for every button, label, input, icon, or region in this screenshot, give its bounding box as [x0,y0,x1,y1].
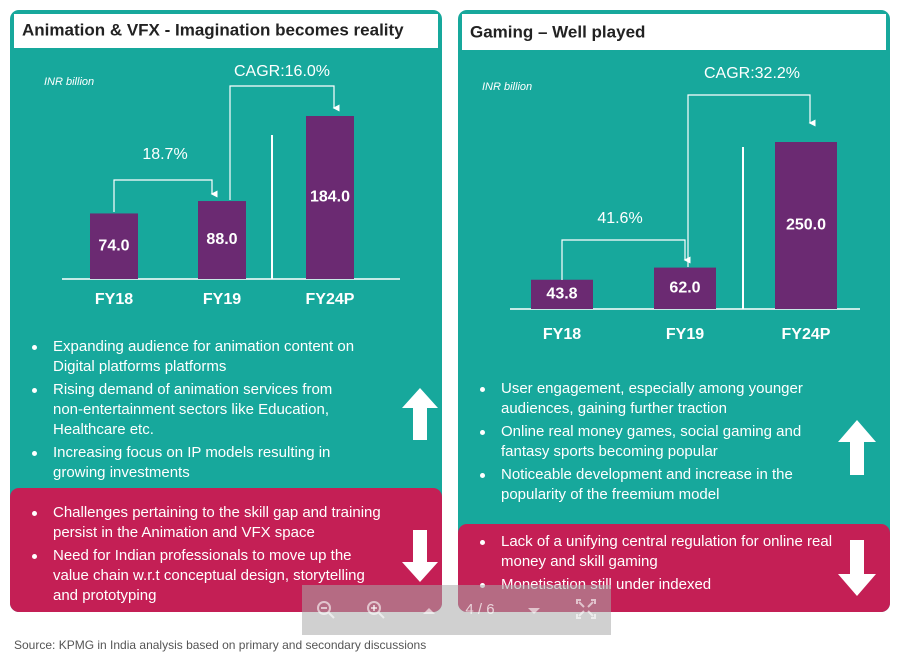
positives-list: Expanding audience for animation content… [30,337,360,486]
panel-header [14,14,438,48]
value-label: 184.0 [310,189,350,206]
challenges-list: Challenges pertaining to the skill gap a… [30,503,390,609]
bar [198,201,246,279]
category-label: FY19 [666,326,704,343]
growth-connector [561,239,691,280]
down-arrow [838,540,876,596]
up-arrow [838,420,876,475]
category-label: FY18 [95,291,133,308]
bullet: Challenges pertaining to the skill gap a… [30,503,390,543]
icon [367,601,381,615]
panel-title: Gaming – Well played [470,22,645,41]
unit-label: INR billion [44,76,94,88]
bullet: Lack of a unifying central regulation fo… [478,532,838,572]
category-label: FY18 [543,326,581,343]
growth-label: CAGR:32.2% [704,65,800,82]
zoom-out-button[interactable] [317,601,335,619]
bar [306,116,354,279]
prev-page-button[interactable] [423,608,435,614]
bullet: Increasing focus on IP models resulting … [30,443,360,483]
panel-header [462,14,886,50]
bar [90,213,138,279]
icon [328,612,335,619]
viewer-toolbar [302,585,611,635]
growth-connector [229,85,340,200]
bar [775,142,837,309]
bullet: User engagement, especially among younge… [478,379,828,419]
fullscreen-button[interactable] [576,599,596,619]
bar [531,279,593,309]
growth-label: 41.6% [597,210,642,227]
next-page-button[interactable] [528,608,540,614]
value-label: 88.0 [206,231,237,248]
zoom-in-button[interactable] [367,601,385,619]
bar [654,267,716,309]
challenges-list: Lack of a unifying central regulation fo… [478,532,838,598]
bullet: Noticeable development and increase in t… [478,465,828,505]
bullet: Rising demand of animation services from… [30,380,360,440]
source-note: Source: KPMG in India analysis based on … [14,638,427,652]
panel-title: Animation & VFX - Imagination becomes re… [22,20,404,39]
bullet: Expanding audience for animation content… [30,337,360,377]
positives-list: User engagement, especially among younge… [478,379,828,508]
icon [317,601,331,615]
value-label: 74.0 [98,237,129,254]
category-label: FY24P [782,326,831,343]
category-label: FY24P [306,291,355,308]
up-arrow [402,388,438,440]
value-label: 250.0 [786,217,826,234]
challenge-box [10,488,442,612]
growth-label: 18.7% [142,146,187,163]
bullet: Online real money games, social gaming a… [478,422,828,462]
bullet: Need for Indian professionals to move up… [30,546,390,606]
icon [378,612,385,619]
page-indicator: 4 / 6 [465,601,494,618]
value-label: 62.0 [669,280,700,297]
growth-connector [687,94,816,267]
growth-label: CAGR:16.0% [234,63,330,80]
down-arrow [402,530,438,582]
value-label: 43.8 [546,286,577,303]
unit-label: INR billion [482,81,532,93]
category-label: FY19 [203,291,241,308]
growth-connector [113,179,218,212]
